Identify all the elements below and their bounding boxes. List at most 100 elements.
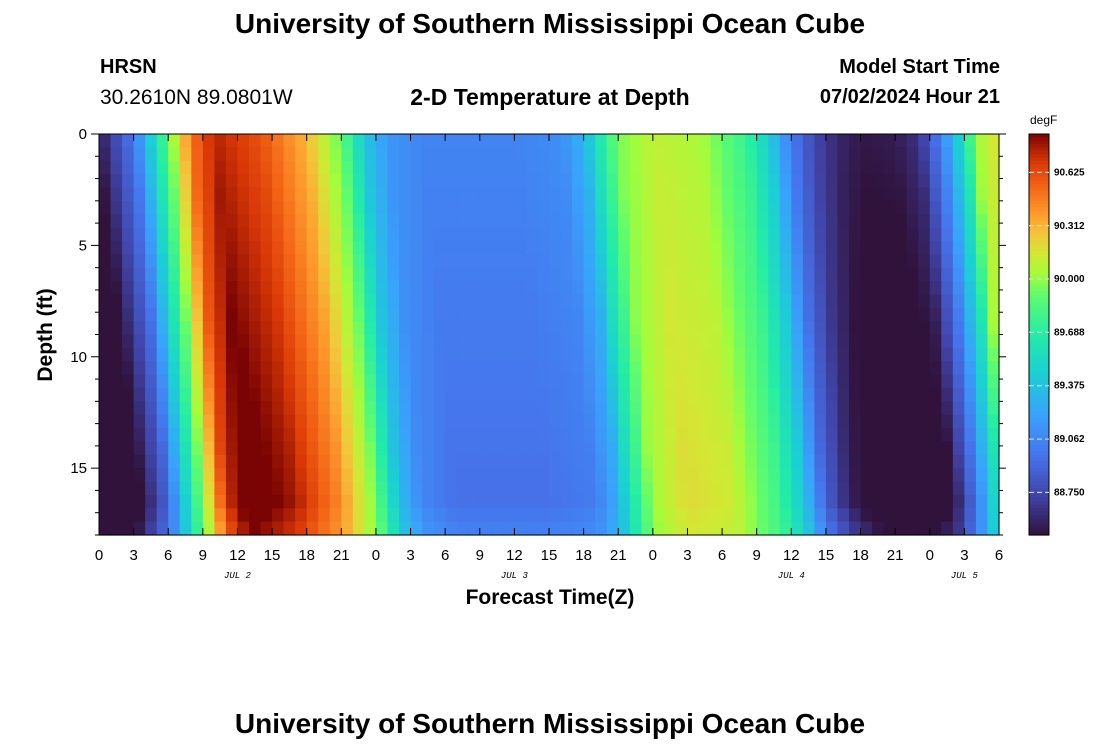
colorbar-segment [1029,341,1049,346]
heatmap-cell [202,174,215,189]
colorbar-segment [1029,408,1049,412]
heatmap-cell [433,174,446,189]
heatmap-cell [825,441,839,456]
heatmap-cell [387,508,400,523]
heatmap-cell [895,160,908,175]
heatmap-cell [895,401,908,416]
heatmap-cell [514,387,527,402]
heatmap-cell [952,187,965,202]
heatmap-cell [456,160,469,175]
colorbar-segment [1029,401,1049,406]
heatmap-cell [237,307,250,322]
heatmap-cell [260,441,273,456]
heatmap-cell [768,414,781,429]
heatmap-cell [895,441,908,456]
heatmap-cell [941,441,954,456]
heatmap-cell [237,521,250,536]
heatmap-cell [468,294,481,309]
heatmap-cell [872,481,885,496]
heatmap-cell [468,508,481,523]
heatmap-cell [122,441,135,456]
heatmap-cell [283,187,296,202]
heatmap-cell [710,401,723,416]
heatmap-cell [468,227,481,242]
heatmap-cell [722,294,735,309]
heatmap-cell [849,200,862,215]
heatmap-cell [214,334,227,349]
heatmap-cell [399,134,412,148]
heatmap-cell [283,134,296,148]
heatmap-cell [525,147,539,162]
heatmap-cell [906,281,919,295]
heatmap-cell [791,267,804,282]
x-tick-label: 12 [783,547,800,564]
heatmap-cell [329,374,342,389]
heatmap-cell [375,307,389,322]
heatmap-cell [710,374,723,389]
heatmap-cell [825,307,839,322]
heatmap-cell [918,347,931,362]
heatmap-cell [214,321,227,336]
heatmap-cell [952,428,965,443]
heatmap-cell [618,494,631,509]
heatmap-cell [837,267,850,282]
heatmap-cell [502,240,515,255]
heatmap-cell [756,481,769,496]
heatmap-cell [699,361,712,376]
x-tick-label: 18 [575,547,592,564]
heatmap-cell [583,361,596,376]
heatmap-cell [445,387,458,402]
heatmap-cell [987,454,1000,469]
heatmap-cell [987,468,1000,483]
heatmap-cell [849,481,862,496]
heatmap-cell [364,361,377,376]
heatmap-cell [595,334,608,349]
heatmap-cell [756,214,769,229]
heatmap-cell [202,414,215,429]
heatmap-cell [249,387,262,402]
heatmap-cell [491,321,504,336]
heatmap-cell [237,334,250,349]
heatmap-cell [306,147,319,162]
heatmap-cell [145,481,158,496]
heatmap-cell [710,387,723,402]
heatmap-cell [133,374,146,389]
heatmap-cell [560,214,573,229]
heatmap-cell [364,307,377,322]
heatmap-cell [156,401,169,416]
heatmap-cell [295,347,308,362]
heatmap-cell [652,374,665,389]
heatmap-cell [202,361,215,376]
heatmap-cell [745,334,758,349]
heatmap-cell [641,240,654,255]
heatmap-cell [837,254,850,269]
heatmap-cell [641,307,654,322]
heatmap-cell [699,428,712,443]
heatmap-cell [549,294,562,309]
heatmap-cell [145,227,158,242]
x-tick-label: 6 [164,547,172,564]
heatmap-cell [433,160,446,175]
heatmap-cell [525,160,539,175]
heatmap-cell [779,160,792,175]
heatmap-cell [652,414,665,429]
heatmap-cell [652,307,665,322]
heatmap-cell [375,321,389,336]
heatmap-cell [860,441,873,456]
heatmap-cell [468,254,481,269]
heatmap-cell [399,240,412,255]
heatmap-cell [618,508,631,523]
heatmap-cell [906,414,919,429]
heatmap-cell [975,334,989,349]
heatmap-cell [652,401,665,416]
colorbar-segment [1029,397,1049,402]
colorbar-segment [1029,160,1049,165]
colorbar-segment [1029,140,1049,145]
heatmap-cell [375,508,389,523]
heatmap-cell [214,387,227,402]
heatmap-cell [687,267,700,282]
heatmap-cell [318,160,331,175]
heatmap-cell [491,494,504,509]
heatmap-cell [214,307,227,322]
heatmap-cell [410,174,423,189]
